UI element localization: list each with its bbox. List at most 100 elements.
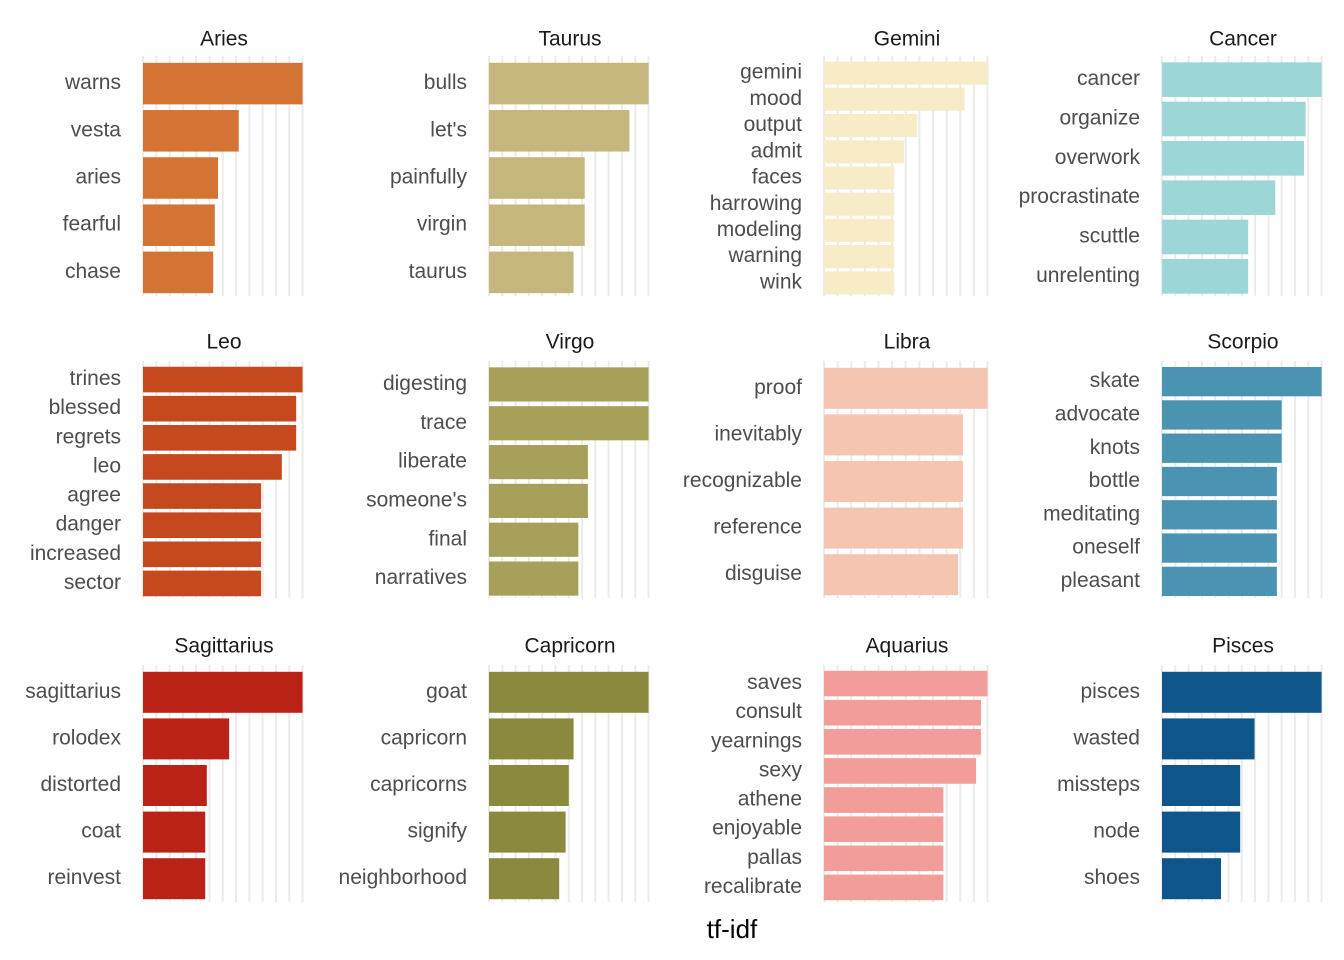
bar-faces [824, 166, 895, 190]
bar-pleasant [1162, 566, 1277, 597]
bar-fearful [143, 204, 215, 246]
y-tick-label: harrowing [710, 192, 802, 215]
bar-digesting [489, 367, 649, 402]
y-tick-label: cancer [1077, 67, 1140, 90]
bar-regrets [143, 424, 297, 451]
y-tick-label: sagittarius [25, 680, 121, 703]
panel-title: Cancer [1209, 28, 1277, 51]
y-tick-label: output [744, 113, 803, 136]
bar-recalibrate [824, 874, 944, 901]
bar-mood [824, 87, 965, 111]
y-tick-label: warns [64, 71, 121, 94]
y-tick-label: vesta [71, 118, 122, 141]
panel-scorpio: Scorpio skate advocate knots bottle meditatin… [1043, 331, 1323, 598]
bar-meditating [1162, 500, 1277, 530]
bar-saves [824, 670, 988, 697]
y-tick-label: shoes [1084, 866, 1140, 889]
y-tick-label: wink [759, 270, 803, 293]
y-tick-label: reinvest [47, 866, 121, 889]
panel-virgo: Virgo digesting trace liberate someone's fina… [366, 331, 650, 598]
y-tick-label: overwork [1055, 146, 1141, 169]
y-tick-label: procrastinate [1019, 185, 1140, 208]
y-tick-label: saves [747, 671, 802, 694]
y-tick-label: virgin [417, 213, 467, 236]
panel-title: Taurus [538, 28, 601, 51]
y-tick-label: signify [407, 820, 467, 843]
y-tick-label: chase [65, 260, 121, 283]
y-tick-label: inevitably [714, 422, 802, 445]
y-tick-label: recognizable [683, 469, 802, 492]
y-tick-label: increased [30, 542, 121, 565]
y-tick-label: mood [749, 87, 802, 110]
y-tick-label: digesting [383, 372, 467, 395]
panel-title: Aries [200, 28, 248, 51]
y-tick-label: let's [430, 118, 467, 141]
panel-leo: Leo trines blessed regrets leo agree danger inc… [30, 331, 304, 598]
bar-goat [489, 671, 649, 713]
y-tick-label: leo [93, 454, 121, 477]
bar-admit [824, 140, 905, 164]
bar-pallas [824, 845, 944, 872]
bar-neighborhood [489, 858, 560, 900]
bar-capricorns [489, 764, 569, 807]
panel-title: Virgo [546, 331, 595, 354]
y-tick-label: regrets [56, 425, 121, 448]
bar-consult [824, 699, 981, 726]
panel-aquarius: Aquarius saves consult yearnings sexy athene e… [704, 635, 989, 902]
y-tick-label: admit [751, 139, 803, 162]
bar-oneself [1162, 533, 1277, 563]
bar-leo [143, 454, 282, 480]
y-tick-label: rolodex [52, 726, 121, 749]
panel-capricorn: Capricorn goat capricorn capricorns signify n… [339, 635, 650, 902]
y-tick-label: meditating [1043, 502, 1140, 525]
bar-virgin [489, 204, 585, 246]
y-tick-label: trace [420, 411, 467, 434]
bar-reference [824, 507, 963, 549]
y-tick-label: capricorns [370, 773, 467, 796]
y-tick-label: bottle [1089, 469, 1140, 492]
bar-danger [143, 512, 262, 539]
panel-gemini: Gemini gemini mood output admit faces harrowin… [710, 28, 989, 296]
y-tick-label: knots [1090, 436, 1140, 459]
bar-yearnings [824, 728, 981, 755]
bar-bulls [489, 62, 649, 105]
bar-sagittarius [143, 671, 303, 713]
y-tick-label: distorted [40, 773, 121, 796]
y-tick-label: athene [738, 788, 802, 811]
bar-final [489, 522, 579, 557]
bar-sector [143, 570, 262, 597]
bar-harrowing [824, 192, 895, 216]
bar-reinvest [143, 858, 206, 900]
bar-coat [143, 811, 206, 853]
bar-blessed [143, 395, 297, 422]
y-tick-label: pisces [1080, 680, 1140, 703]
y-tick-label: liberate [398, 450, 467, 473]
bar-agree [143, 483, 262, 509]
bar-capricorn [489, 718, 574, 760]
bar-warning [824, 245, 895, 269]
bar-unrelenting [1162, 259, 1249, 294]
panel-title: Aquarius [866, 635, 949, 658]
bar-advocate [1162, 400, 1282, 430]
y-tick-label: danger [56, 513, 121, 536]
y-tick-label: sector [64, 571, 121, 594]
bar-procrastinate [1162, 180, 1276, 215]
y-tick-label: yearnings [711, 729, 802, 752]
y-tick-label: gemini [740, 61, 802, 84]
bar-shoes [1162, 858, 1222, 900]
bar-increased [143, 541, 262, 568]
y-tick-label: agree [67, 484, 121, 507]
bar-enjoyable [824, 816, 944, 843]
y-tick-label: someone's [366, 488, 467, 511]
y-tick-label: capricorn [381, 726, 467, 749]
y-tick-label: enjoyable [712, 817, 802, 840]
bar-sexy [824, 758, 977, 784]
bar-pisces [1162, 671, 1322, 713]
bar-organize [1162, 101, 1306, 137]
x-axis-label: tf-idf [707, 914, 758, 944]
y-tick-label: reference [713, 516, 802, 539]
y-tick-label: blessed [49, 396, 121, 419]
bar-recognizable [824, 460, 963, 503]
bar-wasted [1162, 718, 1255, 760]
